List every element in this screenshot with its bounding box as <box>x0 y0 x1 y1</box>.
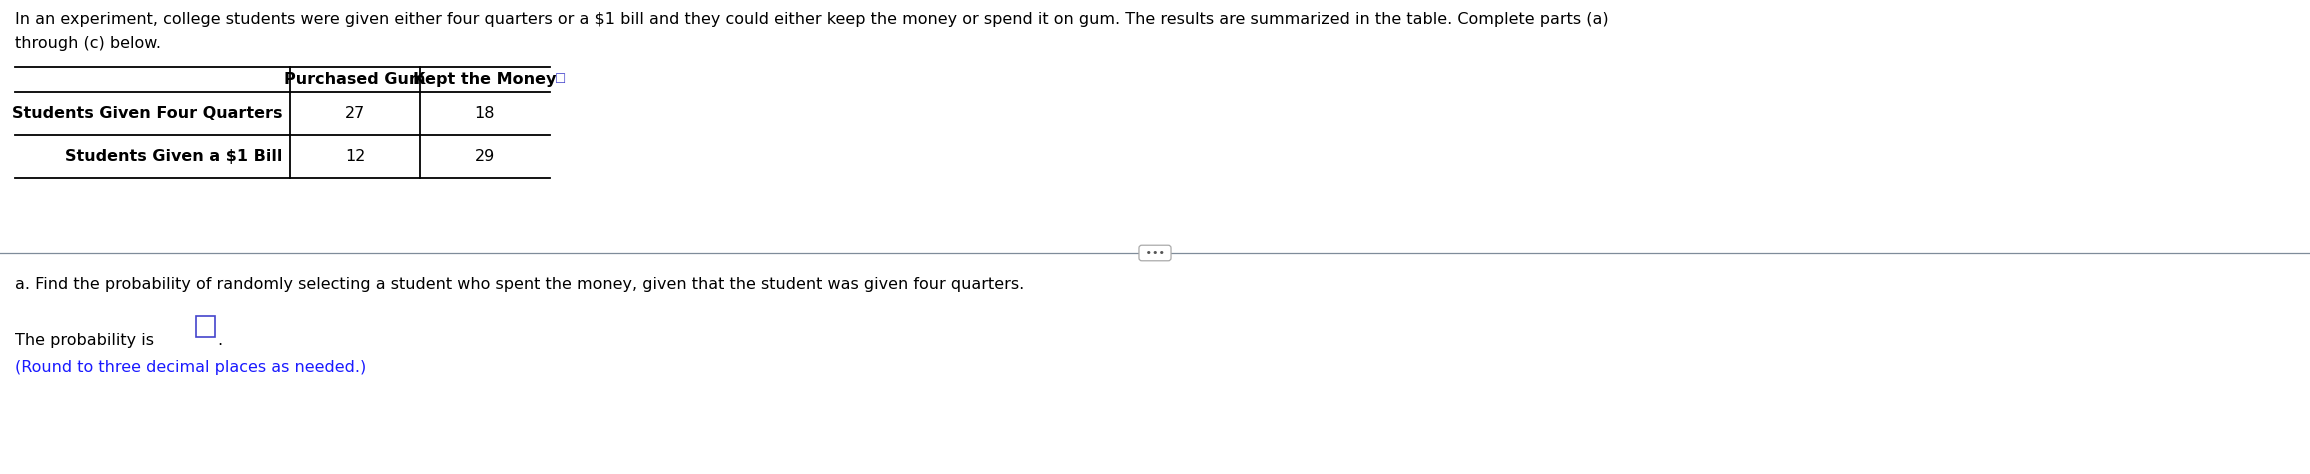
Text: 27: 27 <box>344 106 365 121</box>
Text: Students Given a $1 Bill: Students Given a $1 Bill <box>65 149 282 164</box>
FancyBboxPatch shape <box>196 316 215 337</box>
Text: 29: 29 <box>476 149 494 164</box>
Text: Purchased Gum: Purchased Gum <box>284 72 425 87</box>
Text: Kept the Money: Kept the Money <box>413 72 557 87</box>
Text: a. Find the probability of randomly selecting a student who spent the money, giv: a. Find the probability of randomly sele… <box>14 277 1023 292</box>
Text: In an experiment, college students were given either four quarters or a $1 bill : In an experiment, college students were … <box>14 12 1608 27</box>
Text: 18: 18 <box>476 106 494 121</box>
Text: ☐: ☐ <box>554 73 566 86</box>
Text: .: . <box>217 333 222 348</box>
Text: (Round to three decimal places as needed.): (Round to three decimal places as needed… <box>14 360 367 375</box>
Text: through (c) below.: through (c) below. <box>14 36 162 51</box>
Text: 12: 12 <box>344 149 365 164</box>
Text: Students Given Four Quarters: Students Given Four Quarters <box>12 106 282 121</box>
Text: The probability is: The probability is <box>14 333 155 348</box>
Text: •••: ••• <box>1141 248 1169 258</box>
